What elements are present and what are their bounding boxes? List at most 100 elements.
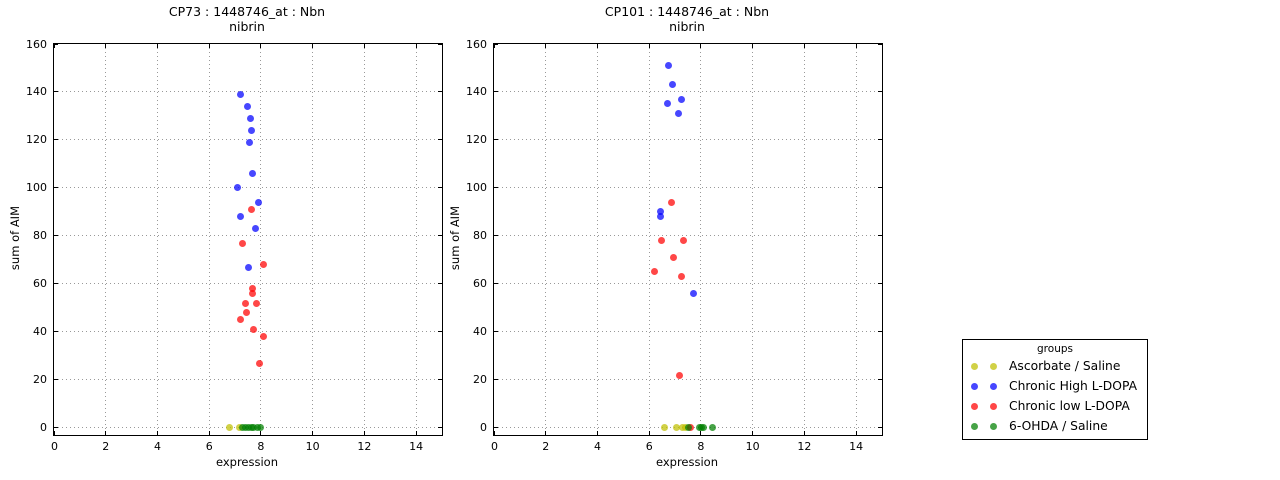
gridline — [54, 379, 442, 381]
x-tick — [156, 431, 158, 435]
y-tick — [54, 283, 58, 285]
y-tick — [438, 139, 442, 141]
legend-label: Chronic High L-DOPA — [1009, 379, 1138, 393]
gridline — [415, 44, 417, 435]
x-tick-label: 6 — [205, 440, 213, 453]
x-tick-label: 8 — [257, 440, 265, 453]
x-tick — [415, 431, 417, 435]
legend-row-chronic-high-ldopa: Chronic High L-DOPA — [963, 376, 1147, 396]
y-tick — [878, 331, 882, 333]
data-point — [260, 261, 268, 269]
data-point — [657, 237, 665, 245]
x-tick — [752, 431, 754, 435]
data-point — [709, 424, 717, 432]
legend-marker-icon — [971, 422, 978, 430]
y-tick-label: 140 — [466, 84, 487, 98]
y-tick — [878, 283, 882, 285]
y-tick — [878, 91, 882, 93]
x-tick — [648, 431, 650, 435]
x-tick-label: 8 — [697, 440, 705, 453]
y-tick — [494, 44, 498, 45]
x-tick — [700, 44, 702, 48]
gridline — [156, 44, 158, 435]
data-point — [239, 239, 247, 247]
data-point — [249, 289, 257, 297]
y-tick — [494, 235, 498, 237]
data-point — [684, 424, 692, 432]
y-tick — [438, 44, 442, 45]
plot-cp73: CP73 : 1448746_at : Nbn nibrin sum of AI… — [8, 0, 443, 480]
legend-marker-icon — [990, 402, 997, 410]
gridline — [803, 44, 805, 435]
x-tick-label: 12 — [357, 440, 372, 453]
x-tick — [700, 431, 702, 435]
x-tick — [494, 44, 495, 48]
data-point — [243, 102, 251, 110]
data-point — [674, 110, 682, 118]
y-tick-label: 60 — [33, 276, 47, 290]
x-tick — [648, 44, 650, 48]
x-tick — [752, 44, 754, 48]
x-tick — [855, 44, 857, 48]
x-tick — [415, 44, 417, 48]
data-point — [257, 424, 265, 432]
y-tick-label: 140 — [26, 84, 47, 98]
gridline — [54, 283, 442, 285]
data-point — [247, 126, 255, 134]
x-tick-label: 6 — [645, 440, 653, 453]
data-point — [260, 333, 268, 341]
y-tick-label: 100 — [26, 180, 47, 194]
gridline — [312, 44, 314, 435]
x-tick-label: 14 — [409, 440, 424, 453]
gridline — [494, 139, 882, 141]
y-tick — [54, 427, 58, 429]
y-tick — [438, 427, 442, 429]
y-tick-label: 120 — [466, 132, 487, 146]
gridline — [363, 44, 365, 435]
x-tick — [803, 44, 805, 48]
data-point — [236, 90, 244, 98]
y-tick — [54, 139, 58, 141]
legend-marker-icon — [990, 422, 997, 430]
x-tick-label: 2 — [102, 440, 110, 453]
x-tick-label: 2 — [542, 440, 550, 453]
gridline — [700, 44, 702, 435]
x-tick — [545, 431, 547, 435]
gridline — [855, 44, 857, 435]
data-point — [236, 213, 244, 221]
x-tick — [105, 44, 107, 48]
y-tick-label: 0 — [480, 420, 487, 434]
data-point — [680, 237, 688, 245]
gridline — [494, 379, 882, 381]
y-tick — [494, 379, 498, 381]
data-point — [700, 424, 708, 432]
plot-title: CP73 : 1448746_at : Nbn nibrin — [53, 4, 441, 34]
y-tick — [878, 139, 882, 141]
data-point — [678, 273, 686, 281]
gridline — [54, 235, 442, 237]
gridline — [105, 44, 107, 435]
legend: groups Ascorbate / Saline Chronic High L… — [962, 339, 1148, 440]
y-tick-label: 120 — [26, 132, 47, 146]
y-tick — [494, 283, 498, 285]
x-tick — [855, 431, 857, 435]
plot-subtitle: nibrin — [669, 19, 705, 34]
x-tick-label: 0 — [491, 440, 498, 453]
gridline — [54, 187, 442, 189]
data-point — [657, 208, 665, 216]
gridline — [54, 91, 442, 93]
x-tick — [260, 431, 262, 435]
legend-label: Chronic low L-DOPA — [1009, 399, 1130, 413]
x-axis-label: expression — [655, 455, 719, 469]
legend-label: Ascorbate / Saline — [1009, 359, 1121, 373]
legend-marker-icon — [971, 402, 978, 410]
data-point — [657, 213, 665, 221]
plot-subtitle: nibrin — [229, 19, 265, 34]
data-point — [664, 62, 672, 70]
y-tick — [54, 91, 58, 93]
data-point — [245, 138, 253, 146]
data-point — [668, 198, 676, 206]
gridline — [494, 331, 882, 333]
data-point — [255, 359, 263, 367]
